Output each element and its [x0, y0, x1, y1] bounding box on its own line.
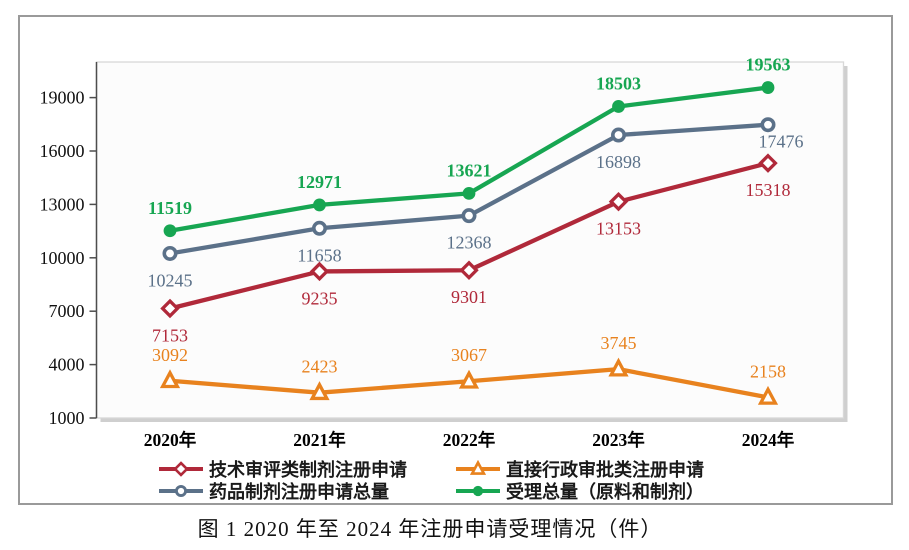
legend-item-1: 直接行政审批类注册申请 — [455, 458, 704, 480]
data-label: 3092 — [152, 345, 188, 365]
y-tick-label: 7000 — [49, 301, 85, 321]
x-tick-label: 2024年 — [742, 430, 795, 450]
data-label: 15318 — [746, 180, 791, 200]
data-label: 11658 — [297, 245, 341, 265]
data-label: 12971 — [297, 172, 342, 192]
data-label: 18503 — [596, 73, 641, 93]
legend-marker-circle-filled — [456, 485, 500, 496]
y-tick-label: 19000 — [40, 88, 85, 108]
y-axis: 1000 4000 7000 10000 13000 16000 19000 — [40, 62, 98, 428]
data-label: 16898 — [596, 152, 641, 172]
series-3 — [163, 81, 775, 238]
x-tick-label: 2020年 — [144, 430, 197, 450]
data-label: 13153 — [596, 219, 641, 239]
data-label: 13621 — [447, 160, 492, 180]
data-label: 19563 — [746, 55, 791, 75]
data-label: 12368 — [447, 233, 492, 253]
y-tick-label: 13000 — [40, 194, 85, 214]
data-label: 2423 — [302, 357, 338, 377]
data-label: 9235 — [302, 288, 338, 308]
legend-item-0: 技术审评类制剂注册申请 — [158, 458, 455, 480]
y-tick-label: 10000 — [40, 248, 85, 268]
x-tick-label: 2023年 — [592, 430, 645, 450]
x-axis: 2020年 2021年 2022年 2023年 2024年 — [144, 430, 795, 450]
figure-caption: 图 1 2020 年至 2024 年注册申请受理情况（件） — [197, 517, 663, 541]
data-label: 3067 — [451, 345, 487, 365]
legend-label: 受理总量（原料和制剂） — [506, 481, 704, 502]
x-tick-label: 2022年 — [443, 430, 496, 450]
data-label: 11519 — [148, 198, 192, 218]
legend-marker-circle-open — [159, 484, 203, 497]
data-label: 2158 — [750, 361, 786, 381]
legend-item-3: 受理总量（原料和制剂） — [455, 480, 704, 502]
data-label: 10245 — [148, 270, 193, 290]
series-0-labels: 7153 9235 9301 13153 15318 — [152, 180, 791, 345]
data-label: 9301 — [451, 287, 487, 307]
legend: 技术审评类制剂注册申请 直接行政审批类注册申请药品制剂注册申请总量 受理总量（原料和… — [158, 458, 704, 502]
legend-label: 技术审评类制剂注册申请 — [209, 459, 407, 480]
y-tick-label: 16000 — [40, 141, 85, 161]
series-2 — [162, 117, 776, 261]
series-3-labels: 11519 12971 13621 18503 19563 — [148, 55, 791, 218]
series-2-labels: 10245 11658 12368 16898 17476 — [148, 132, 804, 291]
data-label: 3745 — [601, 333, 637, 353]
series-1-labels: 3092 2423 3067 3745 2158 — [152, 333, 786, 381]
legend-label: 药品制剂注册申请总量 — [209, 481, 389, 502]
y-tick-label: 1000 — [49, 408, 85, 428]
series-0 — [160, 153, 778, 319]
series-1 — [159, 357, 779, 405]
x-tick-label: 2021年 — [293, 430, 346, 450]
legend-label: 直接行政审批类注册申请 — [506, 459, 704, 480]
legend-marker-triangle-open — [456, 459, 500, 475]
y-tick-label: 4000 — [49, 355, 85, 375]
legend-item-2: 药品制剂注册申请总量 — [158, 480, 455, 502]
plot-area — [95, 61, 845, 419]
legend-marker-diamond-open — [159, 460, 203, 477]
data-label: 17476 — [759, 132, 804, 152]
data-label: 7153 — [152, 325, 188, 345]
